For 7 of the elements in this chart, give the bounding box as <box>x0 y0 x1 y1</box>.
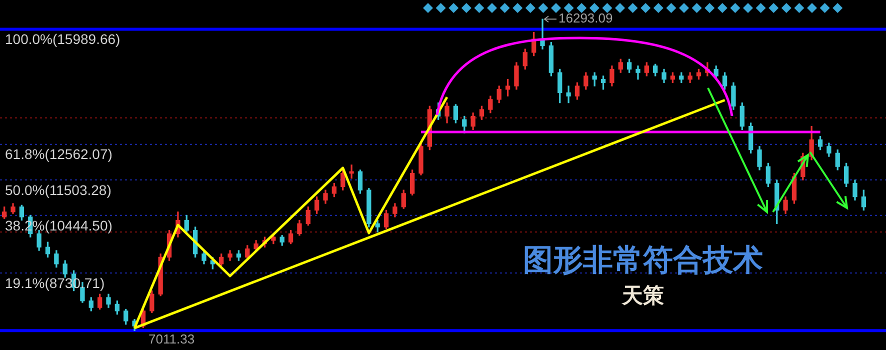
ref-line-label: 50.0%(11503.28) <box>5 182 112 198</box>
ref-line-label: 61.8%(12562.07) <box>5 146 112 162</box>
ref-line-label: 100.0%(15989.66) <box>5 31 120 48</box>
annotation: 天策 <box>621 282 664 308</box>
annotation: 图形非常符合技术 <box>523 242 763 278</box>
annotation: 7011.33 <box>148 331 195 346</box>
annotation: 16293.09 <box>558 10 613 26</box>
